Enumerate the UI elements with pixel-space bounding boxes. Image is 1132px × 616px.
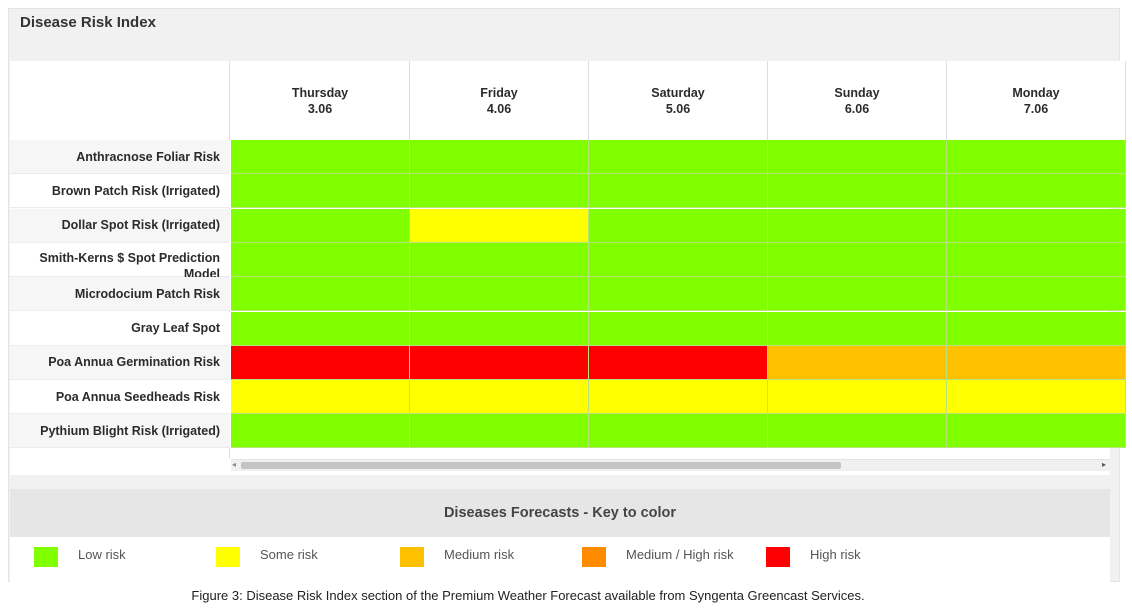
scroll-left-arrow-icon[interactable]: ◂ [232, 460, 237, 469]
key-label: Some risk [260, 547, 318, 562]
risk-cell [947, 242, 1126, 277]
row-label: Brown Patch Risk (Irrigated) [10, 174, 230, 209]
risk-cell [947, 174, 1126, 209]
row-label: Microdocium Patch Risk [10, 277, 230, 312]
risk-cell [589, 208, 768, 243]
key-item-low: Low risk [34, 547, 188, 567]
risk-cell [410, 140, 589, 174]
day-header-friday: Friday 4.06 [410, 61, 589, 140]
risk-cell [589, 242, 768, 277]
day-header-saturday: Saturday 5.06 [589, 61, 768, 140]
row-label: Pythium Blight Risk (Irrigated) [10, 414, 230, 449]
risk-cell [231, 311, 410, 346]
key-header: Diseases Forecasts - Key to color [10, 489, 1110, 537]
risk-cell [410, 277, 589, 312]
day-name: Saturday [651, 85, 705, 100]
risk-cell [589, 380, 768, 415]
key-label: Medium risk [444, 547, 515, 562]
row-label: Smith-Kerns $ Spot Prediction Model [10, 242, 230, 281]
risk-cell [589, 140, 768, 174]
day-name: Friday [480, 85, 518, 100]
risk-cell [768, 242, 947, 277]
color-key: Low risk Some risk Medium risk Medium / Hig… [10, 537, 1110, 583]
key-swatch [216, 547, 240, 567]
figure-caption: Figure 3: Disease Risk Index section of … [191, 588, 865, 603]
row-label: Dollar Spot Risk (Irrigated) [10, 208, 230, 243]
risk-cell [589, 345, 768, 380]
key-swatch [582, 547, 606, 567]
panel-title: Disease Risk Index [20, 14, 156, 31]
day-header-thursday: Thursday 3.06 [231, 61, 410, 140]
risk-cell [768, 311, 947, 346]
risk-cell [768, 174, 947, 209]
risk-cell [768, 277, 947, 312]
key-label: High risk [810, 547, 861, 562]
day-date: 7.06 [1023, 101, 1049, 116]
risk-cell [231, 345, 410, 380]
day-name: Thursday [291, 85, 349, 100]
risk-cell [768, 345, 947, 380]
risk-cell [768, 380, 947, 415]
key-swatch [34, 547, 58, 567]
risk-cell [410, 208, 589, 243]
risk-cell [410, 380, 589, 415]
risk-cell [768, 414, 947, 449]
row-label: Poa Annua Seedheads Risk [10, 380, 230, 415]
risk-cell [231, 140, 410, 174]
risk-cell [768, 208, 947, 243]
risk-cell [231, 242, 410, 277]
risk-cell [589, 311, 768, 346]
scroll-right-arrow-icon[interactable]: ▸ [1101, 460, 1106, 469]
horizontal-scrollbar[interactable]: ◂ ▸ [231, 459, 1110, 471]
risk-cell [410, 345, 589, 380]
risk-cell [947, 380, 1126, 415]
key-swatch [766, 547, 790, 567]
risk-cell [947, 311, 1126, 346]
day-date: 4.06 [486, 101, 512, 116]
risk-cell [947, 345, 1126, 380]
risk-cell [768, 140, 947, 174]
day-date: 3.06 [307, 101, 333, 116]
row-labels-column: Anthracnose Foliar Risk Brown Patch Risk … [10, 61, 230, 459]
day-date: 5.06 [665, 101, 691, 116]
risk-cell [231, 208, 410, 243]
risk-cell [231, 174, 410, 209]
key-item-some: Some risk [216, 547, 370, 567]
row-label: Gray Leaf Spot [10, 311, 230, 346]
risk-cell [947, 277, 1126, 312]
key-swatch [400, 547, 424, 567]
row-label: Poa Annua Germination Risk [10, 345, 230, 380]
day-header-monday: Monday 7.06 [947, 61, 1126, 140]
key-item-high: High risk [766, 547, 920, 567]
risk-cell [231, 277, 410, 312]
risk-cell [410, 174, 589, 209]
disease-risk-panel: Disease Risk Index Anthracnose Foliar Ri… [8, 8, 1126, 583]
risk-cell [947, 208, 1126, 243]
key-label: Low risk [78, 547, 126, 562]
key-item-medium: Medium risk [400, 547, 554, 567]
row-label: Anthracnose Foliar Risk [10, 140, 230, 174]
risk-grid: Anthracnose Foliar Risk Brown Patch Risk … [10, 61, 1126, 475]
key-item-medium-high: Medium / High risk [582, 547, 736, 567]
day-date: 6.06 [844, 101, 870, 116]
risk-cell [410, 311, 589, 346]
risk-cell [589, 174, 768, 209]
day-name: Sunday [834, 85, 880, 100]
risk-cell [231, 380, 410, 415]
risk-cell [589, 277, 768, 312]
risk-cell [410, 242, 589, 277]
risk-cell [231, 414, 410, 449]
risk-cell [947, 414, 1126, 449]
key-label: Medium / High risk [626, 547, 734, 562]
day-name: Monday [1012, 85, 1060, 100]
risk-cell [410, 414, 589, 449]
scroll-thumb[interactable] [241, 462, 841, 469]
risk-cell [589, 414, 768, 449]
day-header-sunday: Sunday 6.06 [768, 61, 947, 140]
risk-cell [947, 140, 1126, 174]
